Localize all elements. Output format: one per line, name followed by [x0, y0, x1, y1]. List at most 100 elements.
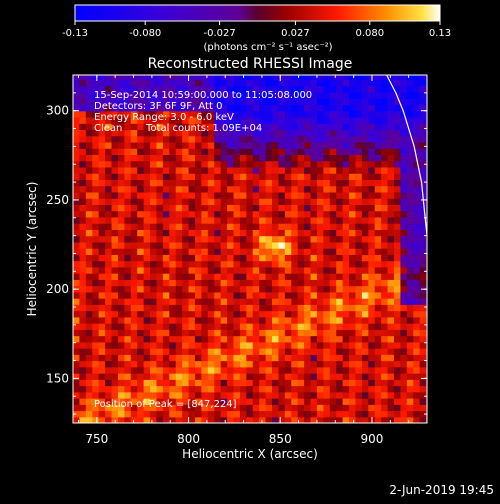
heatmap-cell — [162, 316, 170, 324]
heatmap-cell — [419, 110, 427, 118]
heatmap-cell — [124, 210, 132, 218]
heatmap-cell — [381, 366, 389, 374]
heatmap-cell — [265, 141, 273, 149]
heatmap-cell — [374, 279, 382, 287]
heatmap-cell — [304, 310, 312, 318]
heatmap-cell — [419, 166, 427, 174]
heatmap-cell — [137, 273, 145, 280]
heatmap-cell — [265, 75, 273, 81]
heatmap-cell — [124, 223, 132, 230]
heatmap-cell — [361, 279, 369, 287]
heatmap-cell — [381, 79, 389, 87]
heatmap-cell — [227, 75, 235, 81]
heatmap-cell — [137, 204, 145, 212]
heatmap-cell — [406, 260, 414, 268]
heatmap-cell — [278, 310, 286, 318]
heatmap-cell — [252, 229, 260, 237]
heatmap-cell — [265, 391, 273, 399]
heatmap-cell — [137, 91, 145, 99]
heatmap-cell — [329, 354, 337, 362]
heatmap-cell — [130, 354, 138, 362]
heatmap-cell — [284, 360, 292, 368]
heatmap-cell — [272, 91, 280, 99]
heatmap-cell — [92, 129, 100, 137]
heatmap-cell — [297, 416, 305, 423]
heatmap-cell — [79, 248, 87, 255]
heatmap-cell — [92, 148, 100, 156]
heatmap-cell — [73, 241, 81, 249]
heatmap-cell — [188, 404, 196, 412]
heatmap-cell — [150, 329, 158, 337]
heatmap-cell — [98, 310, 106, 318]
heatmap-cell — [310, 360, 318, 368]
heatmap-cell — [233, 360, 241, 368]
heatmap-cell — [143, 129, 151, 137]
heatmap-cell — [265, 410, 273, 418]
heatmap-cell — [117, 85, 125, 93]
heatmap-cell — [92, 291, 100, 299]
heatmap-cell — [201, 323, 209, 330]
heatmap-cell — [156, 279, 164, 287]
heatmap-cell — [220, 198, 228, 205]
heatmap-cell — [323, 260, 331, 268]
heatmap-cell — [156, 373, 164, 380]
heatmap-cell — [194, 385, 202, 393]
heatmap-cell — [156, 116, 164, 124]
heatmap-cell — [246, 373, 254, 380]
heatmap-cell — [349, 91, 357, 99]
heatmap-cell — [252, 79, 260, 87]
heatmap-cell — [413, 329, 421, 337]
heatmap-cell — [85, 91, 93, 99]
heatmap-cell — [188, 385, 196, 393]
heatmap-cell — [291, 385, 299, 393]
heatmap-cell — [227, 298, 235, 305]
heatmap-cell — [349, 79, 357, 87]
heatmap-cell — [233, 166, 241, 174]
heatmap-cell — [194, 298, 202, 305]
heatmap-cell — [349, 260, 357, 268]
heatmap-cell — [220, 148, 228, 156]
heatmap-cell — [143, 348, 151, 355]
heatmap-cell — [201, 160, 209, 168]
heatmap-cell — [188, 191, 196, 199]
heatmap-cell — [284, 273, 292, 280]
heatmap-cell — [329, 248, 337, 255]
heatmap-cell — [349, 316, 357, 324]
heatmap-cell — [124, 110, 132, 118]
heatmap-cell — [297, 379, 305, 387]
heatmap-cell — [98, 241, 106, 249]
heatmap-cell — [98, 204, 106, 212]
heatmap-cell — [143, 191, 151, 199]
heatmap-cell — [130, 235, 138, 243]
heatmap-cell — [156, 185, 164, 193]
heatmap-cell — [342, 85, 350, 93]
heatmap-cell — [381, 241, 389, 249]
heatmap-cell — [85, 348, 93, 355]
heatmap-cell — [182, 129, 190, 137]
heatmap-cell — [156, 348, 164, 355]
heatmap-cell — [85, 173, 93, 180]
heatmap-cell — [297, 360, 305, 368]
heatmap-cell — [329, 110, 337, 118]
heatmap-cell — [182, 148, 190, 156]
heatmap-cell — [246, 285, 254, 293]
heatmap-cell — [368, 91, 376, 99]
heatmap-cell — [73, 410, 81, 418]
heatmap-cell — [143, 135, 151, 143]
heatmap-cell — [265, 404, 273, 412]
heatmap-cell — [393, 291, 402, 299]
heatmap-cell — [150, 79, 158, 87]
heatmap-cell — [98, 416, 106, 423]
heatmap-cell — [393, 329, 402, 337]
heatmap-cell — [374, 75, 382, 81]
heatmap-cell — [336, 366, 344, 374]
heatmap-cell — [310, 416, 318, 423]
heatmap-cell — [175, 123, 183, 131]
heatmap-cell — [419, 304, 427, 312]
heatmap-cell — [259, 110, 267, 118]
heatmap-cell — [393, 279, 402, 287]
heatmap-cell — [304, 198, 312, 205]
heatmap-cell — [233, 323, 241, 330]
heatmap-cell — [316, 229, 324, 237]
heatmap-cell — [220, 235, 228, 243]
